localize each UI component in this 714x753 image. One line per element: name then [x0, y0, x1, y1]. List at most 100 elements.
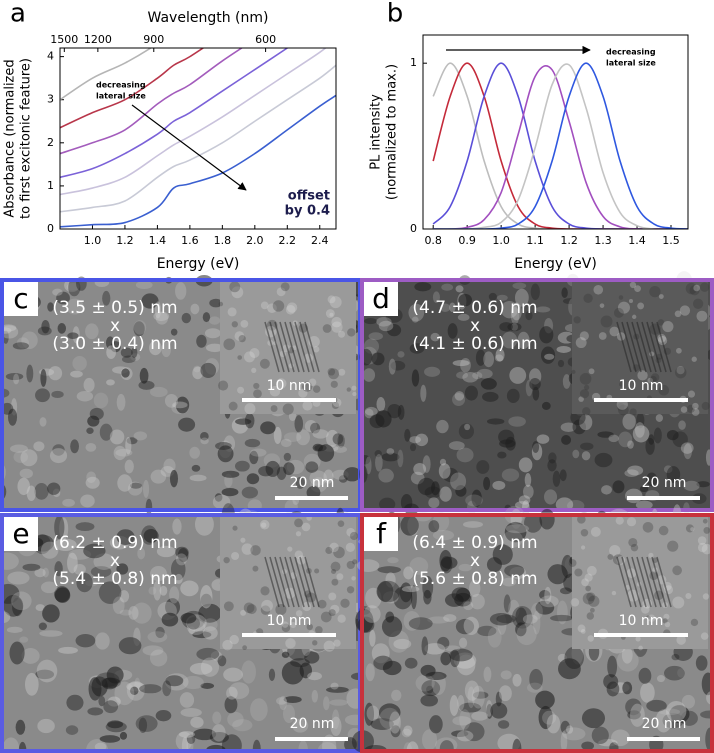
- texture: [456, 371, 468, 379]
- panel-label: c: [13, 282, 28, 315]
- tem-panel: 10 nm 20 nm f (6.4 ± 0.9) nmx(5.6 ± 0.8) nm: [351, 504, 714, 753]
- texture: [283, 696, 302, 704]
- y-tick-label: 3: [47, 93, 54, 106]
- texture: [679, 305, 691, 316]
- lattice-fringe: [631, 321, 647, 373]
- x2-tick-label: 600: [255, 33, 276, 46]
- texture: [246, 473, 260, 485]
- annotation: lateral size: [96, 92, 146, 101]
- texture: [496, 614, 517, 624]
- texture: [432, 291, 440, 304]
- texture: [586, 612, 594, 620]
- texture: [598, 739, 618, 747]
- texture: [39, 630, 63, 637]
- texture: [439, 458, 447, 466]
- lattice-fringe: [656, 321, 672, 373]
- texture: [42, 604, 60, 623]
- texture: [497, 451, 507, 459]
- texture: [387, 324, 402, 337]
- texture: [221, 470, 240, 478]
- texture: [228, 682, 250, 699]
- texture: [124, 459, 134, 474]
- texture: [626, 517, 637, 527]
- texture: [630, 543, 639, 552]
- texture: [471, 685, 485, 709]
- texture: [312, 385, 321, 393]
- texture: [323, 469, 334, 484]
- texture: [379, 497, 396, 511]
- texture: [336, 573, 344, 581]
- texture: [338, 330, 346, 338]
- texture: [376, 317, 392, 327]
- texture: [150, 469, 167, 484]
- texture: [275, 378, 287, 389]
- texture: [470, 593, 485, 610]
- texture: [88, 677, 102, 701]
- texture: [616, 649, 639, 672]
- texture: [189, 474, 207, 482]
- texture: [306, 486, 321, 500]
- texture: [430, 332, 440, 342]
- texture: [621, 646, 633, 664]
- texture: [600, 315, 613, 328]
- texture: [93, 392, 109, 409]
- texture: [591, 726, 609, 745]
- texture: [227, 711, 244, 727]
- texture: [86, 471, 97, 483]
- texture: [409, 343, 425, 354]
- texture: [326, 429, 339, 447]
- size-text: (5.6 ± 0.8) nm: [412, 569, 537, 589]
- texture: [579, 389, 590, 399]
- annotation: lateral size: [606, 59, 656, 68]
- texture: [26, 364, 34, 383]
- texture: [282, 403, 294, 415]
- texture: [378, 320, 394, 332]
- texture: [524, 473, 532, 488]
- texture: [85, 476, 100, 489]
- texture: [535, 306, 551, 313]
- texture: [577, 515, 586, 524]
- texture: [240, 537, 246, 543]
- texture: [112, 596, 125, 615]
- texture: [463, 601, 474, 611]
- texture: [281, 661, 304, 685]
- texture: [420, 664, 436, 677]
- texture: [211, 724, 226, 742]
- texture: [119, 590, 130, 603]
- lattice-fringe: [269, 556, 285, 608]
- texture: [539, 595, 559, 608]
- texture: [560, 731, 568, 753]
- texture: [306, 623, 313, 631]
- texture: [525, 379, 533, 397]
- texture: [421, 729, 438, 751]
- texture: [330, 716, 342, 737]
- texture: [317, 599, 327, 609]
- texture: [35, 669, 55, 680]
- tem-panel: 10 nm 20 nm c (3.5 ± 0.5) nmx(3.0 ± 0.4) nm: [0, 275, 365, 516]
- texture: [331, 401, 340, 409]
- texture: [625, 698, 642, 716]
- texture: [456, 654, 476, 676]
- texture: [447, 323, 458, 339]
- texture: [572, 449, 580, 459]
- texture: [349, 531, 359, 541]
- plot-lines: [60, 48, 336, 228]
- spectrum-line: [60, 48, 289, 179]
- texture: [241, 543, 254, 555]
- size-text: (3.0 ± 0.4) nm: [52, 334, 177, 354]
- texture: [409, 443, 417, 452]
- texture: [690, 527, 695, 532]
- texture: [580, 529, 589, 537]
- texture: [333, 546, 345, 559]
- texture: [193, 365, 201, 373]
- texture: [328, 368, 340, 380]
- x-tick-label: 1.2: [116, 234, 134, 247]
- texture: [483, 476, 491, 491]
- panel-label-bg: [4, 282, 38, 316]
- texture: [664, 621, 671, 628]
- texture: [472, 691, 489, 699]
- texture: [378, 468, 394, 483]
- texture: [0, 325, 19, 339]
- texture: [420, 694, 438, 707]
- texture: [181, 736, 188, 753]
